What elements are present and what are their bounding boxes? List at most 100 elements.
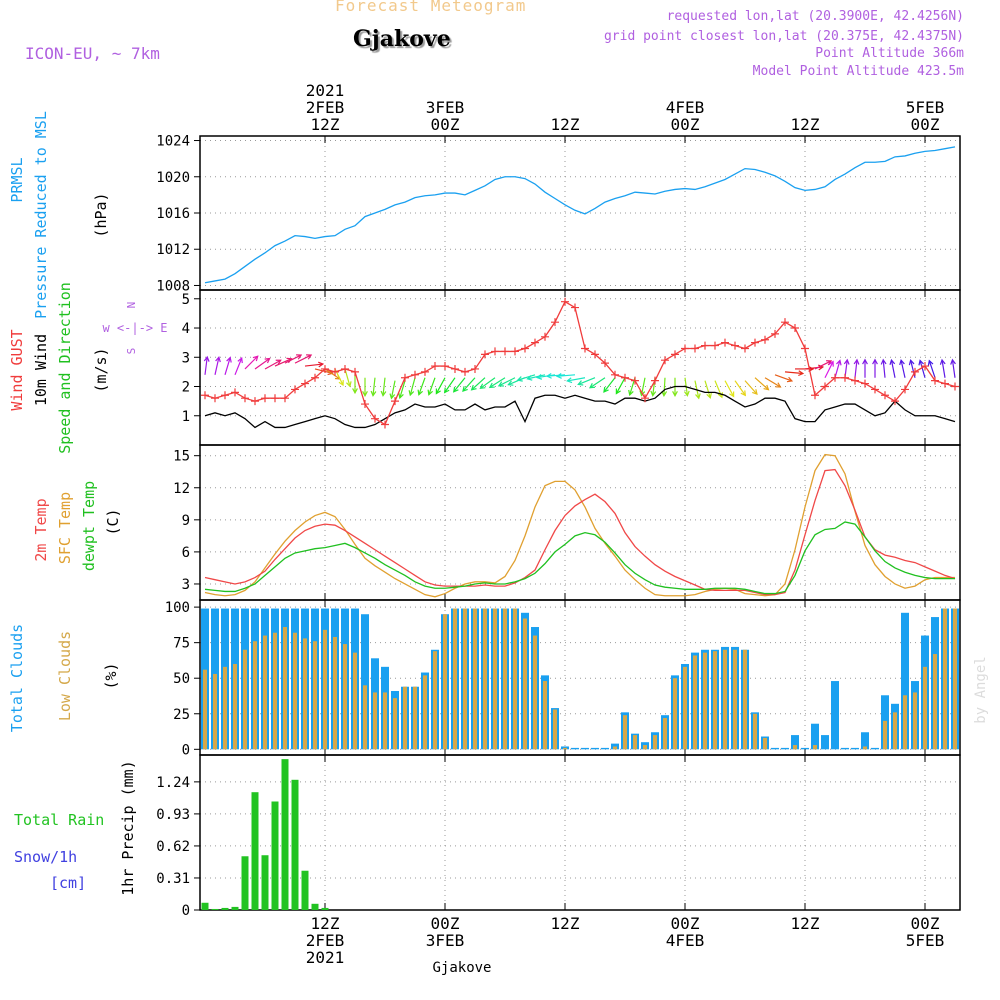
wind-arrow-shaft [399, 380, 406, 399]
bottom-time-label: 5FEB [906, 931, 945, 950]
wind-arrow [479, 377, 496, 390]
wind-arrow-shaft [214, 357, 220, 375]
wind-arrow-shaft [480, 377, 496, 389]
wind-arrow [294, 354, 313, 364]
wind-arrow-head [275, 359, 282, 365]
rain-bar [321, 907, 329, 910]
wind-arrow-head [763, 384, 770, 391]
wind-arrow [615, 377, 626, 395]
gust-marker [351, 367, 359, 376]
wind-arrow-shaft [462, 377, 476, 392]
wind-arrow [284, 354, 303, 364]
wind-arrow-head [338, 380, 344, 387]
total-cloud-bar [821, 735, 829, 750]
gust-marker [401, 373, 409, 382]
snow-title: Snow/1h [14, 848, 77, 866]
wind-arrow-head [843, 358, 850, 365]
gust-marker [471, 364, 479, 373]
wind-arrow [254, 357, 271, 370]
wind-arrow [734, 380, 747, 397]
clouds-ytick-label: 75 [173, 636, 190, 652]
wind-arrow [224, 356, 232, 375]
gust-marker [781, 318, 789, 327]
gust-marker [901, 385, 909, 394]
wind-arrow-shaft [344, 368, 351, 387]
snow-unit: [cm] [50, 874, 86, 892]
low-cloud-bar [303, 638, 307, 750]
gust-marker [861, 379, 869, 388]
wind-arrow [398, 380, 406, 400]
wind-arrow-head [588, 383, 596, 389]
low-cloud-bar [483, 608, 487, 750]
wind-arrow-head [252, 355, 259, 362]
gust-marker [361, 400, 369, 409]
forecast-title: Forecast Meteogram [335, 0, 527, 15]
wind-arrow-shaft [589, 377, 606, 389]
wind-arrow [603, 377, 616, 393]
wind-arrow-shaft [919, 360, 926, 378]
total-cloud-bar [781, 747, 789, 750]
wind-arrow [880, 358, 887, 378]
low-cloud-bar [423, 675, 427, 750]
wind-arrow-head [603, 386, 609, 393]
low-cloud-bar [433, 651, 437, 750]
wind-arrow-shaft [663, 377, 666, 396]
wind-arrow [744, 380, 758, 396]
low-cloud-bar [383, 692, 387, 750]
wind-arrow-head [927, 359, 934, 366]
wind-arrow-shaft [774, 374, 793, 382]
low-cloud-bar [953, 608, 957, 750]
wind-arrow-shaft [754, 377, 769, 391]
wind-arrow-shaft [324, 368, 341, 380]
total-cloud-bar [571, 747, 579, 750]
wind-arrow-head [427, 389, 433, 396]
wind-arrow [577, 377, 596, 386]
top-time-label: 4FEB [666, 98, 705, 117]
pressure-ytick-label: 1012 [156, 242, 190, 258]
wind-arrow-head [786, 376, 794, 383]
wind-arrow [435, 377, 446, 395]
wind-arrow [899, 358, 906, 378]
pressure-ylabel: (hPa) [92, 192, 110, 237]
compass-north: N [125, 302, 138, 309]
low-cloud-bar [623, 715, 627, 750]
wind-arrow [754, 377, 770, 391]
precip-ytick-label: 0.93 [156, 807, 190, 823]
wind-arrow-shaft [204, 356, 208, 375]
total-cloud-bar [591, 747, 599, 750]
gust-marker [321, 364, 329, 373]
wind-arrow-head [370, 390, 377, 397]
wind-arrow-head [352, 388, 358, 395]
wind-arrow [764, 377, 782, 388]
wind-arrow-shaft [724, 380, 735, 397]
gust-marker [481, 350, 489, 359]
wind-arrow [661, 377, 668, 397]
bottom-time-label: 00Z [671, 914, 700, 933]
wind-arrow-head [470, 384, 477, 391]
low-cloud-bar [753, 713, 757, 750]
bottom-time-label: 3FEB [426, 931, 465, 950]
wind-arrow-head [479, 383, 486, 390]
gust-marker [461, 367, 469, 376]
gust-title: Wind GUST [8, 329, 26, 410]
wind-arrow-shaft [489, 377, 506, 388]
wind-arrow-shaft [890, 359, 896, 378]
wind-arrow-head [775, 382, 782, 388]
low-cloud-bar [493, 608, 497, 750]
wind-arrow-shaft [435, 377, 446, 394]
low-cloud-bar [253, 641, 257, 750]
total-cloud-bar [871, 747, 879, 750]
wind-arrow [244, 355, 259, 370]
wind-arrow-shaft [274, 358, 292, 367]
wind-arrow-shaft [284, 354, 302, 364]
gust-marker [451, 364, 459, 373]
rain-bar [311, 903, 319, 910]
wind-arrow-shaft [941, 359, 946, 378]
wind-arrow-head [615, 388, 621, 395]
low-cloud-bar [733, 649, 737, 750]
wind-arrow-shaft [734, 380, 746, 396]
rain-bar [201, 902, 209, 910]
gust-marker [951, 382, 959, 391]
wind-arrow [862, 358, 868, 378]
gust-marker [271, 394, 279, 403]
